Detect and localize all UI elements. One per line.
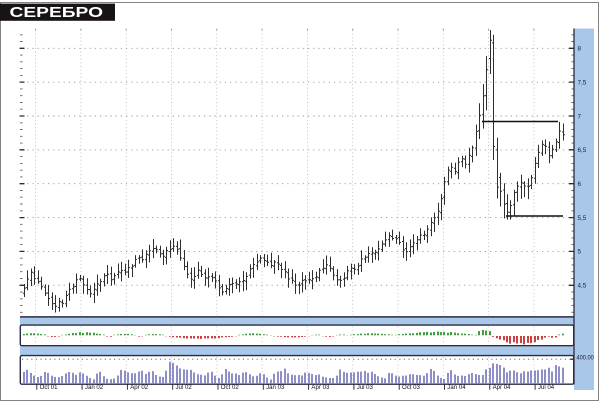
svg-text:Oct 02: Oct 02 xyxy=(221,384,240,391)
svg-text:Apr 02: Apr 02 xyxy=(130,384,149,391)
svg-text:5,5: 5,5 xyxy=(578,215,587,222)
svg-text:Apr 04: Apr 04 xyxy=(493,384,512,391)
svg-text:400.00: 400.00 xyxy=(577,354,595,361)
svg-text:Oct 03: Oct 03 xyxy=(402,384,421,391)
svg-text:8: 8 xyxy=(578,46,582,53)
svg-text:7,5: 7,5 xyxy=(578,80,587,87)
svg-text:Jul 04: Jul 04 xyxy=(538,384,555,391)
svg-text:5: 5 xyxy=(578,249,582,256)
svg-text:СЕРЕБРО: СЕРЕБРО xyxy=(10,5,104,21)
svg-text:Jan 03: Jan 03 xyxy=(266,384,285,391)
svg-text:7: 7 xyxy=(578,113,582,120)
svg-text:Jul 02: Jul 02 xyxy=(176,384,193,391)
svg-text:6: 6 xyxy=(578,181,582,188)
svg-text:Jul 03: Jul 03 xyxy=(357,384,374,391)
svg-text:Jan 02: Jan 02 xyxy=(85,384,104,391)
svg-text:Oct 01: Oct 01 xyxy=(40,384,59,391)
svg-text:Apr 03: Apr 03 xyxy=(311,384,330,391)
svg-text:Jan 04: Jan 04 xyxy=(447,384,466,391)
svg-text:4,5: 4,5 xyxy=(578,283,587,290)
svg-text:6,5: 6,5 xyxy=(578,147,587,154)
